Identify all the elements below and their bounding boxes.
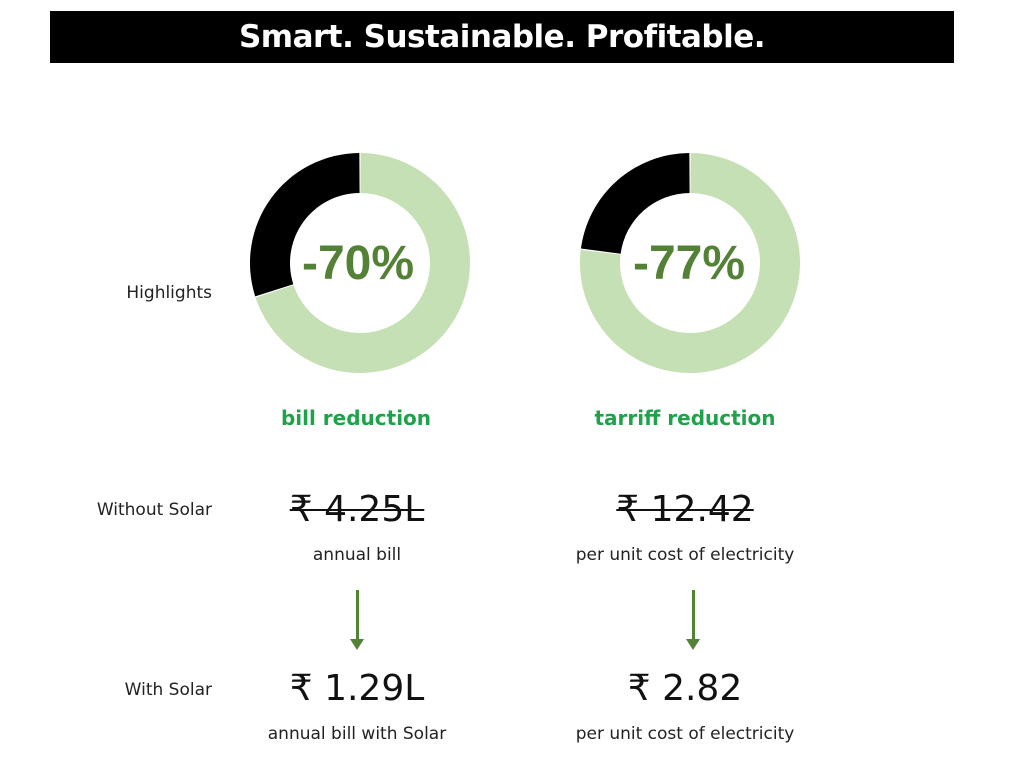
- bill-reduction-percent: -70%: [301, 237, 415, 290]
- tariff-reduction-caption: tarriff reduction: [594, 406, 776, 430]
- annual-bill-with-solar: ₹ 1.29L: [289, 668, 425, 709]
- down-arrow-icon: [686, 590, 700, 650]
- unit-cost-with-solar-label: per unit cost of electricity: [575, 724, 795, 744]
- donut-reduction-segment: [255, 153, 470, 373]
- unit-cost-without-solar: ₹ 12.42: [616, 489, 754, 530]
- annual-bill-with-solar-label: annual bill with Solar: [267, 724, 447, 744]
- bill-reduction-donut: [250, 153, 470, 373]
- bill-reduction-caption: bill reduction: [280, 406, 432, 430]
- donut-remaining-segment: [250, 153, 360, 297]
- row-label-without-solar: Without Solar: [96, 500, 212, 520]
- annual-bill-without-solar: ₹ 4.25L: [289, 489, 425, 530]
- donut-remaining-segment: [580, 153, 690, 254]
- down-arrow-icon: [350, 590, 364, 650]
- unit-cost-label: per unit cost of electricity: [575, 545, 795, 565]
- unit-cost-with-solar: ₹ 2.82: [627, 668, 743, 709]
- tariff-reduction-donut: [580, 153, 800, 373]
- row-label-with-solar: With Solar: [124, 680, 212, 700]
- banner-title: Smart. Sustainable. Profitable.: [50, 11, 954, 63]
- annual-bill-label: annual bill: [312, 545, 402, 565]
- row-label-highlights: Highlights: [126, 283, 212, 303]
- donut-reduction-segment: [580, 153, 800, 373]
- tariff-reduction-percent: -77%: [632, 237, 746, 290]
